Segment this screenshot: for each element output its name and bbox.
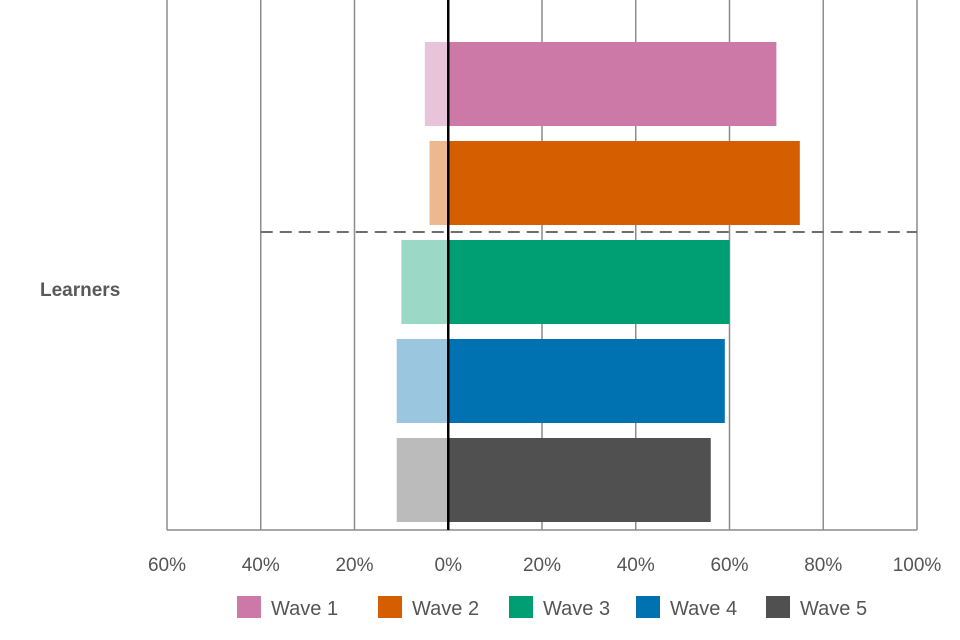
legend: Wave 1 Wave 2 Wave 3 Wave 4 Wave 5 bbox=[237, 596, 867, 620]
legend-label-wave-3: Wave 3 bbox=[543, 598, 610, 620]
bar-positive-wave-4 bbox=[448, 339, 725, 423]
bars bbox=[396, 42, 800, 522]
bar-negative-wave-2 bbox=[429, 141, 449, 225]
axes bbox=[167, 0, 917, 531]
legend-label-wave-4: Wave 4 bbox=[670, 598, 737, 620]
x-tick-label: 60% bbox=[710, 555, 748, 576]
bar-negative-wave-1 bbox=[424, 42, 449, 126]
x-tick-label: 0% bbox=[435, 555, 463, 576]
x-tick-label: 60% bbox=[148, 555, 186, 576]
legend-swatch-wave-3 bbox=[509, 596, 533, 618]
legend-swatch-wave-5 bbox=[766, 596, 790, 618]
x-tick-labels: 60% 40% 20% 0% 20% 40% 60% 80% 100% bbox=[148, 555, 941, 576]
x-tick-label: 80% bbox=[804, 555, 842, 576]
bar-positive-wave-1 bbox=[448, 42, 777, 126]
legend-label-wave-2: Wave 2 bbox=[412, 598, 479, 620]
bar-negative-wave-5 bbox=[396, 438, 449, 522]
x-tick-label: 40% bbox=[617, 555, 655, 576]
bar-positive-wave-3 bbox=[448, 240, 730, 324]
category-label-learners: Learners bbox=[40, 280, 120, 301]
x-tick-label: 100% bbox=[893, 555, 942, 576]
legend-label-wave-5: Wave 5 bbox=[800, 598, 867, 620]
bar-positive-wave-2 bbox=[448, 141, 800, 225]
legend-label-wave-1: Wave 1 bbox=[271, 598, 338, 620]
bar-negative-wave-4 bbox=[396, 339, 449, 423]
x-tick-label: 40% bbox=[242, 555, 280, 576]
x-tick-label: 20% bbox=[335, 555, 373, 576]
bar-positive-wave-5 bbox=[448, 438, 711, 522]
x-tick-label: 20% bbox=[523, 555, 561, 576]
legend-swatch-wave-2 bbox=[378, 596, 402, 618]
bar-negative-wave-3 bbox=[401, 240, 449, 324]
legend-swatch-wave-4 bbox=[636, 596, 660, 618]
legend-swatch-wave-1 bbox=[237, 596, 261, 618]
